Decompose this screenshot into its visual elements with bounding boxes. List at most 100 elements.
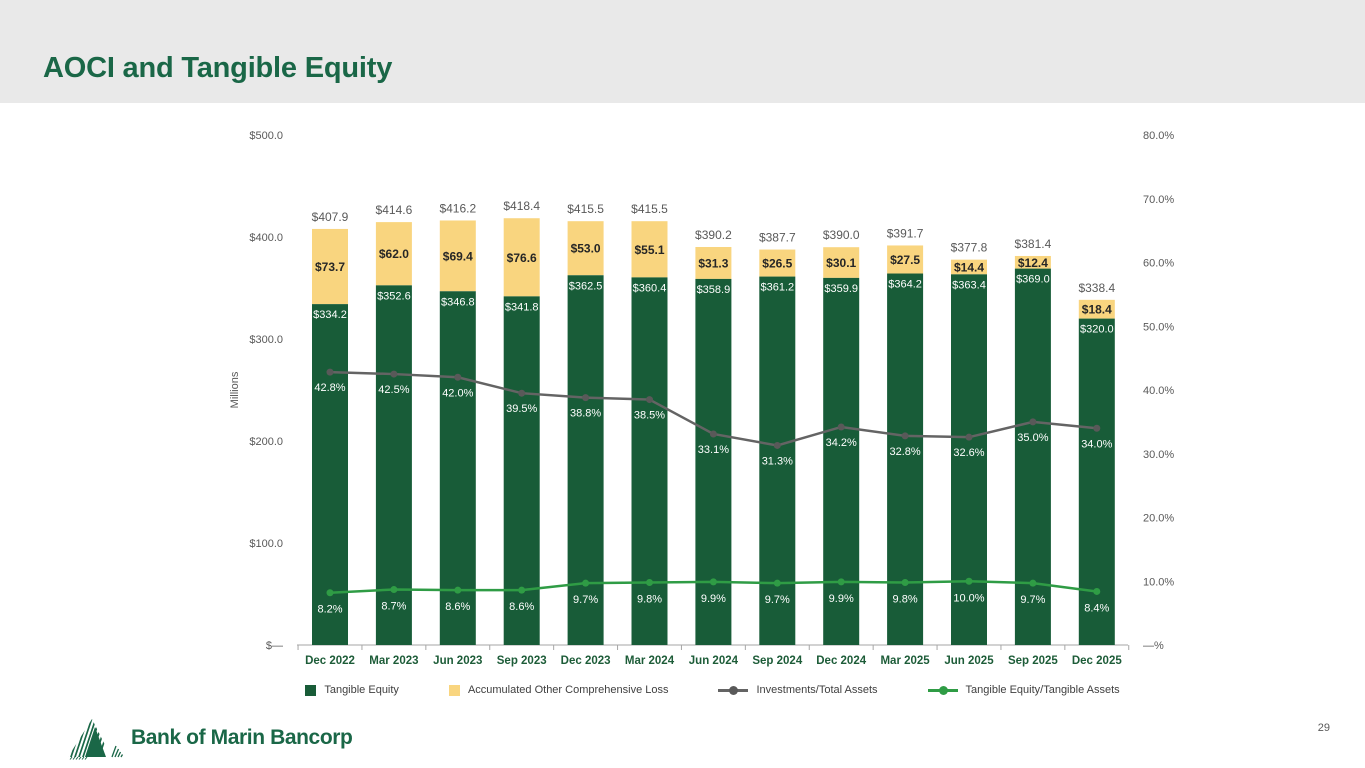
bar-segment-tangible-equity xyxy=(1078,318,1115,645)
left-axis-tick: $300.0 xyxy=(249,334,283,346)
left-axis-tick: $500.0 xyxy=(249,130,283,142)
x-axis-label: Dec 2025 xyxy=(1072,655,1122,667)
bar-segment-tangible-equity xyxy=(312,304,348,645)
right-axis-tick: 40.0% xyxy=(1143,385,1174,397)
bar-segment-aoci xyxy=(631,221,668,278)
te-ta-ratio-value-label: 8.7% xyxy=(381,601,406,613)
right-axis-tick: 60.0% xyxy=(1143,258,1174,270)
investments-total-assets-value-label: 39.5% xyxy=(506,403,537,415)
tangible-equity-value-label: $364.2 xyxy=(888,279,922,291)
right-axis-tick: —% xyxy=(1143,640,1164,652)
x-axis-label: Jun 2025 xyxy=(944,655,994,667)
right-axis-tick: 50.0% xyxy=(1143,321,1174,333)
aoci-value-label: $26.5 xyxy=(762,257,792,271)
te-ta-ratio-marker xyxy=(773,579,781,587)
investments-total-assets-marker xyxy=(582,394,590,402)
investments-total-assets-value-label: 34.2% xyxy=(826,437,857,449)
bar-segment-tangible-equity xyxy=(1014,268,1051,645)
bar-segment-tangible-equity xyxy=(823,277,860,645)
investments-total-assets-value-label: 42.8% xyxy=(314,382,345,394)
te-ta-ratio-value-label: 10.0% xyxy=(953,592,984,604)
te-ta-ratio-value-label: 8.6% xyxy=(445,601,470,613)
bar-segment-aoci xyxy=(695,246,732,279)
investments-total-assets-marker xyxy=(1029,418,1037,426)
bar-total-label: $338.4 xyxy=(1078,281,1115,295)
investments-total-assets-value-label: 38.8% xyxy=(570,408,601,420)
bar-segment-aoci xyxy=(1078,299,1115,319)
bar-segment-tangible-equity xyxy=(887,273,924,645)
te-ta-ratio-value-label: 9.9% xyxy=(701,593,726,605)
aoci-value-label: $76.6 xyxy=(507,251,537,265)
tangible-equity-value-label: $369.0 xyxy=(1016,274,1050,286)
left-axis-tick: $400.0 xyxy=(249,232,283,244)
te-ta-ratio-marker xyxy=(390,586,398,594)
left-axis-tick: $— xyxy=(266,640,283,652)
te-ta-ratio-marker xyxy=(518,586,526,594)
page-number: 29 xyxy=(1317,722,1330,734)
x-axis-label: Dec 2023 xyxy=(561,655,611,667)
page-title: AOCI and Tangible Equity xyxy=(43,52,393,84)
tangible-equity-value-label: $320.0 xyxy=(1080,324,1114,336)
left-axis-title: Millions xyxy=(229,371,241,408)
te-ta-ratio-marker xyxy=(965,577,973,585)
right-axis-tick: 70.0% xyxy=(1143,194,1174,206)
investments-total-assets-value-label: 38.5% xyxy=(634,410,665,422)
bar-segment-aoci xyxy=(375,222,412,286)
tangible-equity-swatch-icon xyxy=(305,684,317,696)
bar-total-label: $415.5 xyxy=(631,202,668,216)
te-ta-ratio-value-label: 9.7% xyxy=(573,594,598,606)
legend-label-investments: Investments/Total Assets xyxy=(756,684,878,696)
right-axis-tick: 10.0% xyxy=(1143,576,1174,588)
tangible-equity-value-label: $363.4 xyxy=(952,279,986,291)
bar-segment-tangible-equity xyxy=(631,277,668,645)
bar-segment-aoci xyxy=(1014,255,1051,269)
investments-total-assets-marker xyxy=(454,373,462,381)
tangible-equity-value-label: $346.8 xyxy=(441,296,475,308)
x-axis-label: Jun 2023 xyxy=(433,655,482,667)
investments-total-assets-marker xyxy=(390,370,398,378)
te-ta-ratio-marker xyxy=(1093,587,1101,595)
x-axis-label: Sep 2024 xyxy=(752,655,802,667)
investments-total-assets-marker xyxy=(965,433,973,441)
x-axis-label: Dec 2022 xyxy=(305,655,355,667)
investments-total-assets-value-label: 32.6% xyxy=(953,447,984,459)
x-axis-label: Dec 2024 xyxy=(816,655,866,667)
te-ta-ratio-value-label: 9.8% xyxy=(637,594,662,606)
bar-segment-aoci xyxy=(759,249,796,277)
te-ta-ratio-value-label: 9.9% xyxy=(829,593,854,605)
aoci-value-label: $69.4 xyxy=(443,249,473,263)
te-ta-ratio-marker xyxy=(1029,579,1037,587)
investments-total-assets-value-label: 42.0% xyxy=(442,387,473,399)
bar-segment-tangible-equity xyxy=(375,285,412,645)
bar-total-label: $415.5 xyxy=(567,202,604,216)
mountain-logo-icon xyxy=(68,719,124,760)
bar-total-label: $391.7 xyxy=(887,226,924,240)
x-axis-label: Sep 2025 xyxy=(1008,655,1058,667)
legend-label-te-ta: Tangible Equity/Tangible Assets xyxy=(965,684,1120,696)
bar-total-label: $418.4 xyxy=(503,199,540,213)
aoci-value-label: $53.0 xyxy=(571,242,601,256)
tangible-equity-value-label: $361.2 xyxy=(760,282,794,294)
bar-segment-tangible-equity xyxy=(439,291,476,645)
bar-total-label: $414.6 xyxy=(376,203,413,217)
tangible-equity-value-label: $362.5 xyxy=(569,280,603,292)
te-ta-ratio-value-label: 8.6% xyxy=(509,601,534,613)
bar-total-label: $390.2 xyxy=(695,228,732,242)
bar-total-label: $387.7 xyxy=(759,231,796,245)
aoci-value-label: $30.1 xyxy=(826,256,856,270)
te-ta-ratio-marker xyxy=(837,578,845,586)
tangible-equity-value-label: $334.2 xyxy=(313,309,347,321)
bar-segment-aoci xyxy=(823,247,860,278)
investments-total-assets-value-label: 32.8% xyxy=(889,446,920,458)
legend-item-investments-total-assets: Investments/Total Assets xyxy=(718,684,878,696)
investments-total-assets-marker xyxy=(1093,424,1101,432)
aoci-value-label: $27.5 xyxy=(890,253,920,267)
te-ta-ratio-marker xyxy=(901,579,909,587)
bar-segment-aoci xyxy=(951,259,987,275)
x-axis-label: Mar 2025 xyxy=(880,655,930,667)
legend-label-aoci: Accumulated Other Comprehensive Loss xyxy=(467,684,669,696)
investments-line-swatch-icon xyxy=(718,685,749,695)
aoci-value-label: $18.4 xyxy=(1082,303,1112,317)
